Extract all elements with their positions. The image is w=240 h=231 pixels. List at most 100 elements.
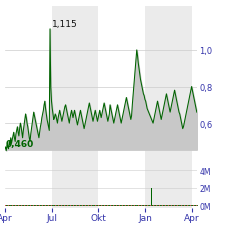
- Point: [115, 204, 119, 207]
- Point: [62, 204, 66, 207]
- Point: [173, 204, 177, 207]
- Point: [113, 204, 117, 207]
- Point: [59, 204, 62, 207]
- Point: [141, 204, 145, 207]
- Point: [11, 204, 15, 207]
- Point: [78, 204, 82, 207]
- Point: [29, 204, 33, 207]
- Point: [179, 204, 183, 207]
- Point: [104, 204, 108, 207]
- Bar: [52, 160, 98, 208]
- Point: [102, 204, 105, 207]
- Point: [42, 204, 45, 207]
- Point: [121, 204, 125, 207]
- Point: [34, 204, 38, 207]
- Point: [82, 204, 86, 207]
- Point: [161, 204, 165, 207]
- Point: [64, 204, 67, 207]
- Point: [12, 204, 16, 207]
- Point: [154, 204, 158, 207]
- Point: [109, 204, 113, 207]
- Point: [96, 204, 100, 207]
- Point: [113, 204, 116, 207]
- Point: [17, 204, 21, 207]
- Point: [167, 204, 171, 207]
- Point: [21, 204, 25, 207]
- Point: [108, 204, 111, 207]
- Point: [152, 204, 156, 207]
- Point: [160, 204, 164, 207]
- Point: [48, 204, 52, 207]
- Point: [90, 204, 93, 207]
- Point: [70, 204, 73, 207]
- Point: [122, 204, 126, 207]
- Point: [168, 204, 172, 207]
- Point: [60, 204, 64, 207]
- Point: [164, 204, 168, 207]
- Point: [190, 204, 194, 207]
- Point: [125, 204, 128, 207]
- Point: [136, 204, 140, 207]
- Point: [31, 204, 35, 207]
- Point: [156, 204, 159, 207]
- Point: [7, 204, 11, 207]
- Point: [145, 204, 149, 207]
- Point: [18, 204, 22, 207]
- Point: [67, 204, 71, 207]
- Point: [140, 204, 144, 207]
- Point: [19, 204, 23, 207]
- Point: [146, 204, 150, 207]
- Point: [150, 204, 154, 207]
- Point: [55, 204, 59, 207]
- Point: [193, 204, 197, 207]
- Point: [93, 204, 96, 207]
- Point: [72, 204, 76, 207]
- Point: [174, 204, 178, 207]
- Point: [129, 204, 133, 207]
- Point: [27, 204, 31, 207]
- Point: [108, 204, 112, 207]
- Point: [107, 204, 110, 207]
- Point: [87, 204, 91, 207]
- Point: [25, 204, 29, 207]
- Point: [102, 204, 106, 207]
- Bar: [151, 188, 152, 205]
- Point: [130, 204, 133, 207]
- Point: [101, 204, 105, 207]
- Point: [71, 204, 75, 207]
- Point: [176, 204, 180, 207]
- Point: [50, 204, 54, 207]
- Point: [30, 204, 33, 207]
- Point: [75, 204, 79, 207]
- Point: [118, 204, 122, 207]
- Point: [147, 204, 150, 207]
- Point: [188, 204, 192, 207]
- Point: [158, 204, 162, 207]
- Point: [35, 204, 39, 207]
- Point: [6, 204, 10, 207]
- Point: [44, 204, 48, 207]
- Point: [81, 204, 84, 207]
- Point: [79, 204, 83, 207]
- Point: [119, 204, 122, 207]
- Point: [58, 204, 62, 207]
- Point: [73, 204, 77, 207]
- Point: [43, 204, 47, 207]
- Point: [115, 204, 119, 207]
- Point: [5, 204, 9, 207]
- Point: [84, 204, 88, 207]
- Point: [181, 204, 185, 207]
- Point: [38, 204, 42, 207]
- Point: [138, 204, 142, 207]
- Point: [40, 204, 44, 207]
- Point: [182, 204, 186, 207]
- Point: [133, 204, 137, 207]
- Point: [120, 204, 124, 207]
- Point: [14, 204, 18, 207]
- Point: [125, 204, 129, 207]
- Point: [153, 204, 157, 207]
- Point: [185, 204, 188, 207]
- Point: [133, 204, 137, 207]
- Point: [69, 204, 73, 207]
- Point: [68, 204, 72, 207]
